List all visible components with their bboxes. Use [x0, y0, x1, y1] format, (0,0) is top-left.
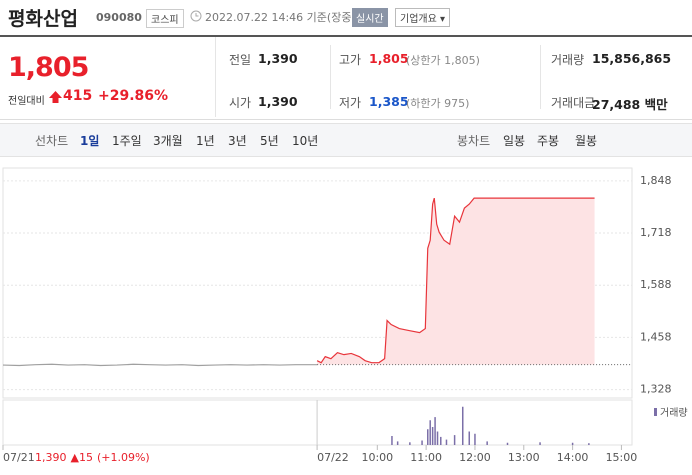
y-tick-label: 1,588 [640, 278, 672, 291]
volume-bar [440, 436, 442, 445]
period-tab[interactable]: 5년 [260, 134, 279, 148]
footer-change: ▲15 [71, 451, 93, 464]
overview-dropdown[interactable]: 기업개요 ▾ [395, 8, 451, 27]
period-tab[interactable]: 3개월 [153, 134, 183, 148]
x-tick-label: 14:00 [557, 451, 589, 464]
volume-legend-swatch [654, 408, 657, 416]
stat-label: 고가 [339, 53, 362, 67]
x-tick-label: 07/21 [3, 451, 35, 464]
timestamp: 2022.07.22 14:46 기준(장중) [205, 11, 356, 24]
volume-bar [588, 443, 590, 445]
divider [215, 37, 216, 117]
x-tick-label: 15:00 [606, 451, 638, 464]
stat-label: 시가 [229, 96, 252, 110]
volume-bar [436, 431, 439, 445]
stat-value: 1,805 [369, 51, 409, 66]
divider [540, 45, 541, 109]
current-price: 1,805 [8, 52, 89, 83]
stock-name: 평화산업 [8, 8, 78, 30]
volume-bar [539, 442, 541, 445]
volume-bar [391, 436, 393, 445]
stock-code: 090080 [96, 11, 142, 24]
candle-tab[interactable]: 일봉 [503, 134, 526, 148]
area [317, 198, 595, 365]
volume-bar [453, 435, 456, 445]
price-line [316, 197, 595, 364]
footer-quote: 1,390 ▲15 (+1.09%) [35, 451, 150, 464]
stat-label: 거래대금 [551, 96, 596, 110]
up-arrow [49, 91, 62, 103]
quote-box [0, 35, 692, 120]
change-rate: +29.86% [98, 88, 169, 104]
stat-value: 15,856,865 [592, 51, 672, 66]
x-tick-label: 10:00 [361, 451, 393, 464]
y-tick-label: 1,718 [640, 226, 672, 239]
volume-bar [427, 429, 429, 445]
x-tick-label: 13:00 [508, 451, 540, 464]
volume-bar [445, 439, 448, 445]
y-tick-label: 1,848 [640, 174, 672, 187]
clock-icon [190, 10, 202, 22]
stat-note: (하한가 975) [406, 97, 470, 110]
overview-label: 기업개요 [400, 14, 437, 25]
volume-bar [571, 442, 574, 445]
period-tab[interactable]: 10년 [292, 134, 319, 148]
volume-bar [506, 442, 509, 445]
x-tick-label: 12:00 [459, 451, 491, 464]
volume-bar [486, 441, 488, 445]
stat-label: 전일 [229, 53, 252, 67]
volume-bar [429, 420, 431, 445]
volume-bar [421, 440, 423, 445]
change-label: 전일대비 [8, 96, 45, 107]
stat-label: 저가 [339, 96, 362, 110]
realtime-button[interactable]: 실시간 [352, 8, 388, 27]
price-line [2, 363, 318, 367]
stat-value: 1,390 [258, 51, 298, 66]
volume-bar [474, 433, 476, 445]
stat-note: (상한가 1,805) [406, 54, 480, 67]
volume-bar [461, 406, 464, 445]
market-badge: 코스피 [146, 9, 184, 28]
period-tab[interactable]: 1일 [80, 134, 100, 148]
volume-bar [434, 417, 436, 445]
plot-frame [2, 167, 633, 399]
footer-price: 1,390 [35, 451, 67, 464]
candle-tab[interactable]: 월봉 [575, 134, 598, 148]
tab-group-label: 봉차트 [457, 134, 491, 148]
x-tick-label: 07/22 [317, 451, 349, 464]
change-value: 415 [63, 88, 93, 104]
period-tab[interactable]: 1주일 [112, 134, 142, 148]
period-tab[interactable]: 3년 [228, 134, 247, 148]
tab-group-label: 선차트 [35, 134, 69, 148]
stat-value: 1,385 [369, 94, 409, 109]
volume-bar [396, 441, 399, 445]
stat-label: 거래량 [551, 53, 585, 67]
volume-bar [468, 431, 471, 445]
y-tick-label: 1,458 [640, 330, 672, 343]
volume-bar [409, 442, 411, 445]
footer-rate: (+1.09%) [97, 451, 150, 464]
period-tab[interactable]: 1년 [196, 134, 215, 148]
volume-legend: 거래량 [660, 407, 688, 419]
divider [330, 45, 331, 109]
volume-bar [431, 427, 434, 445]
tab-bar [0, 123, 692, 157]
x-tick-label: 11:00 [410, 451, 442, 464]
y-tick-label: 1,328 [640, 383, 672, 396]
candle-tab[interactable]: 주봉 [537, 134, 560, 148]
stat-value: 27,488 백만 [592, 97, 668, 112]
stat-value: 1,390 [258, 94, 298, 109]
